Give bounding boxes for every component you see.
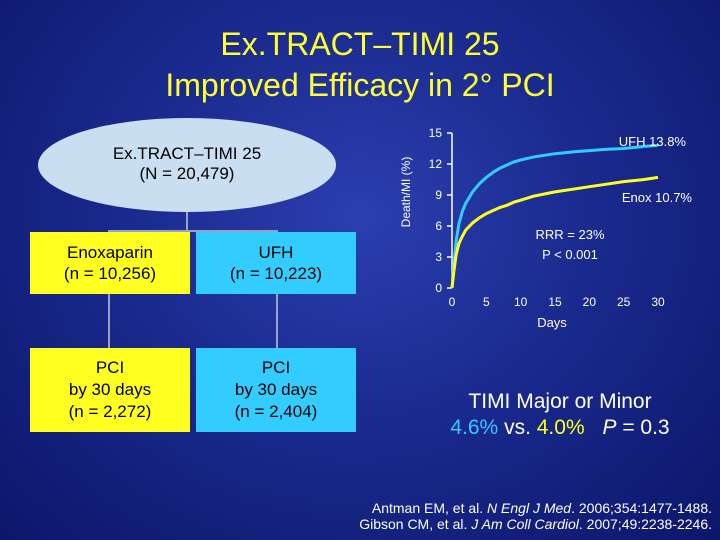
pci-ufh-box: PCI by 30 days (n = 2,404) — [196, 348, 356, 432]
page-subtitle: Improved Efficacy in 2° PCI — [165, 67, 555, 103]
x-axis-title: Days — [537, 315, 567, 330]
references: Antman EM, et al. N Engl J Med. 2006;354… — [359, 500, 712, 532]
bleeding-result: TIMI Major or Minor 4.6% vs. 4.0% P = 0.… — [400, 390, 720, 440]
pvalue-annotation: P < 0.001 — [542, 247, 598, 262]
tree-connector — [276, 294, 278, 348]
y-tick-label: 15 — [429, 126, 443, 140]
enox-count: (n = 10,256) — [63, 264, 157, 283]
tree-connector — [186, 212, 188, 230]
page-title: Ex.TRACT–TIMI 25 — [220, 26, 500, 62]
pci-enox-count: (n = 2,272) — [68, 402, 152, 421]
y-tick-label: 0 — [435, 281, 442, 295]
enox-label: Enoxaparin — [66, 243, 153, 262]
root-count: (N = 20,479) — [139, 164, 235, 183]
x-tick-label: 20 — [583, 295, 597, 309]
y-tick-label: 3 — [435, 250, 442, 264]
y-tick-label: 6 — [435, 219, 442, 233]
ufh-label: UFH — [258, 243, 294, 262]
x-tick-label: 5 — [483, 295, 490, 309]
pci-ufh-line2: by 30 days — [234, 380, 318, 399]
tree-connector — [108, 230, 278, 232]
result-title: TIMI Major or Minor — [468, 390, 652, 413]
result-ufh-rate: 4.6% — [450, 416, 499, 439]
result-rates: 4.6% vs. 4.0% P = 0.3 — [400, 416, 720, 440]
reference-2: Gibson CM, et al. J Am Coll Cardiol. 200… — [359, 516, 712, 532]
x-tick-label: 15 — [548, 295, 562, 309]
reference-1: Antman EM, et al. N Engl J Med. 2006;354… — [371, 500, 712, 516]
pci-enox-line1: PCI — [95, 358, 125, 377]
x-tick-label: 0 — [449, 295, 456, 309]
ufh-series-label: UFH 13.8% — [619, 134, 687, 149]
enoxaparin-arm-box: Enoxaparin (n = 10,256) — [30, 232, 190, 294]
result-enox-rate: 4.0% — [536, 416, 585, 439]
x-tick-label: 10 — [514, 295, 528, 309]
kaplan-meier-chart: 0 3 6 9 12 15 0 5 10 15 20 25 30 Death/MI (%) Days U… — [399, 126, 693, 330]
pci-enox-box: PCI by 30 days (n = 2,272) — [30, 348, 190, 432]
result-vs: vs. — [498, 416, 537, 439]
tree-connector — [108, 294, 110, 348]
series-line-ufh — [450, 143, 659, 289]
rrr-annotation: RRR = 23% — [536, 227, 605, 242]
result-pvalue: P = 0.3 — [602, 416, 670, 439]
y-tick-label: 12 — [429, 157, 443, 171]
y-tick-label: 9 — [435, 188, 442, 202]
ufh-count: (n = 10,223) — [229, 264, 323, 283]
ufh-arm-box: UFH (n = 10,223) — [196, 232, 356, 294]
enox-series-label: Enox 10.7% — [622, 190, 693, 205]
x-tick-label: 25 — [617, 295, 631, 309]
x-tick-label: 30 — [651, 295, 665, 309]
pci-enox-line2: by 30 days — [68, 380, 152, 399]
trial-root-node: Ex.TRACT–TIMI 25 (N = 20,479) — [38, 118, 336, 212]
y-axis-title: Death/MI (%) — [399, 157, 413, 228]
root-title: Ex.TRACT–TIMI 25 — [112, 144, 262, 163]
series-line-enox — [450, 175, 659, 289]
pci-ufh-line1: PCI — [261, 358, 291, 377]
pci-ufh-count: (n = 2,404) — [234, 402, 318, 421]
